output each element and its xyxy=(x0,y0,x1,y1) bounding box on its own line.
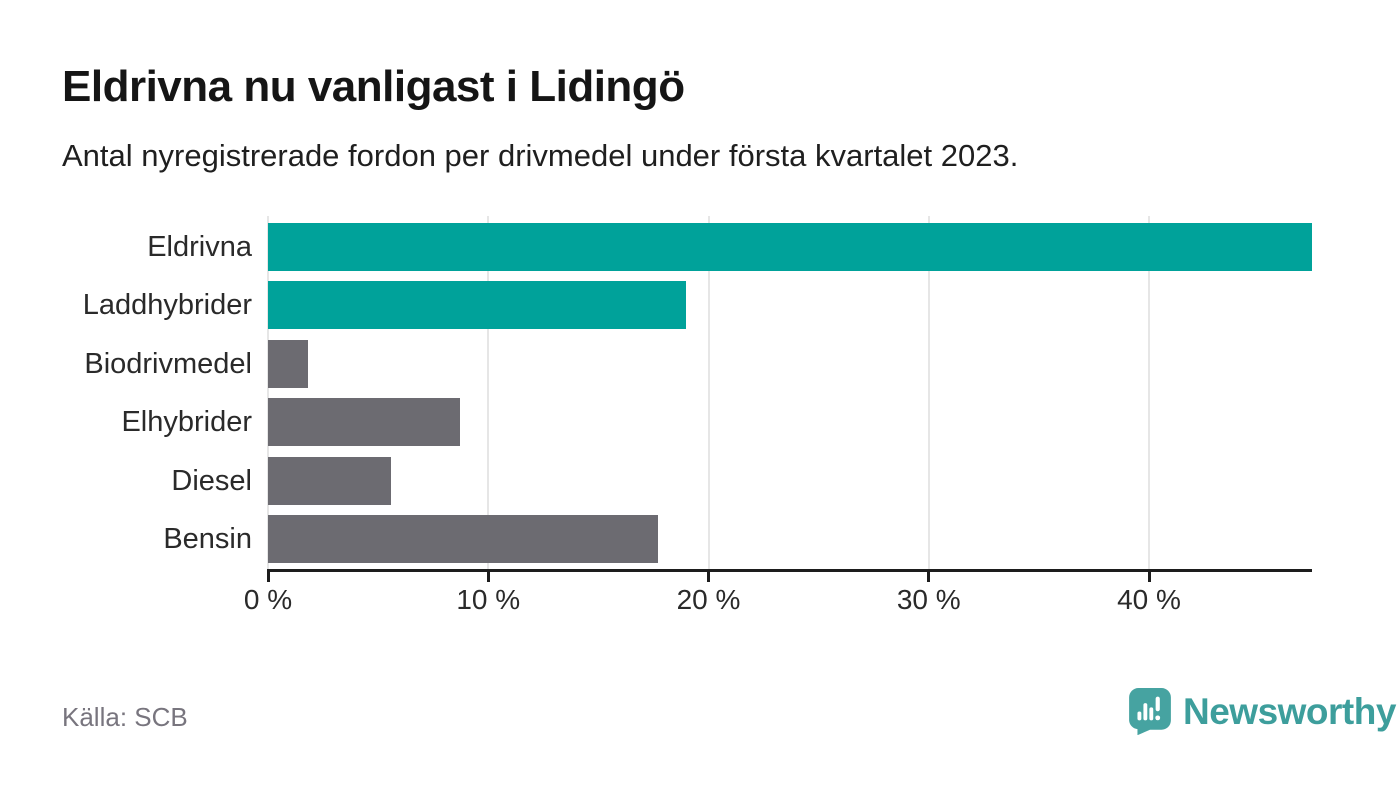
category-label-eldrivna: Eldrivna xyxy=(147,231,252,263)
category-label-bensin: Bensin xyxy=(163,523,252,555)
newsworthy-wordmark: Newsworthy xyxy=(1183,690,1396,732)
gridline-30 xyxy=(927,216,930,570)
gridline-20 xyxy=(707,216,710,570)
chart-subtitle: Antal nyregistrerade fordon per drivmede… xyxy=(62,138,1019,173)
x-tick-label-10: 10 % xyxy=(456,584,521,615)
x-tick-30 xyxy=(927,569,931,582)
x-axis-line xyxy=(268,569,1312,572)
x-tick-20 xyxy=(707,569,710,582)
gridline-0 xyxy=(267,216,269,570)
bar-biodrivmedel xyxy=(268,339,308,388)
x-tick-40 xyxy=(1147,569,1151,582)
bar-eldrivna xyxy=(268,223,1312,271)
category-label-biodrivmedel: Biodrivmedel xyxy=(84,347,252,380)
x-tick-label-0: 0 % xyxy=(243,584,293,615)
bar-elhybrider xyxy=(268,398,460,447)
newsworthy-logo: Newsworthy xyxy=(1129,688,1396,740)
chart-title: Eldrivna nu vanligast i Lidingö xyxy=(62,62,685,111)
category-label-diesel: Diesel xyxy=(171,464,252,497)
x-tick-0 xyxy=(266,569,270,582)
x-tick-label-30: 30 % xyxy=(896,584,961,615)
newsworthy-bubble-chart-icon xyxy=(1129,688,1171,740)
bar-laddhybrider xyxy=(268,281,687,330)
x-tick-10 xyxy=(486,569,490,582)
x-tick-label-20: 20 % xyxy=(676,584,741,615)
category-label-laddhybrider: Laddhybrider xyxy=(82,289,252,322)
source-label: Källa: SCB xyxy=(62,702,188,732)
gridline-10 xyxy=(487,216,490,570)
bar-bensin xyxy=(268,515,658,563)
x-tick-label-40: 40 % xyxy=(1117,584,1181,615)
bar-diesel xyxy=(268,456,392,505)
category-label-elhybrider: Elhybrider xyxy=(121,406,252,439)
gridline-40 xyxy=(1148,216,1150,570)
